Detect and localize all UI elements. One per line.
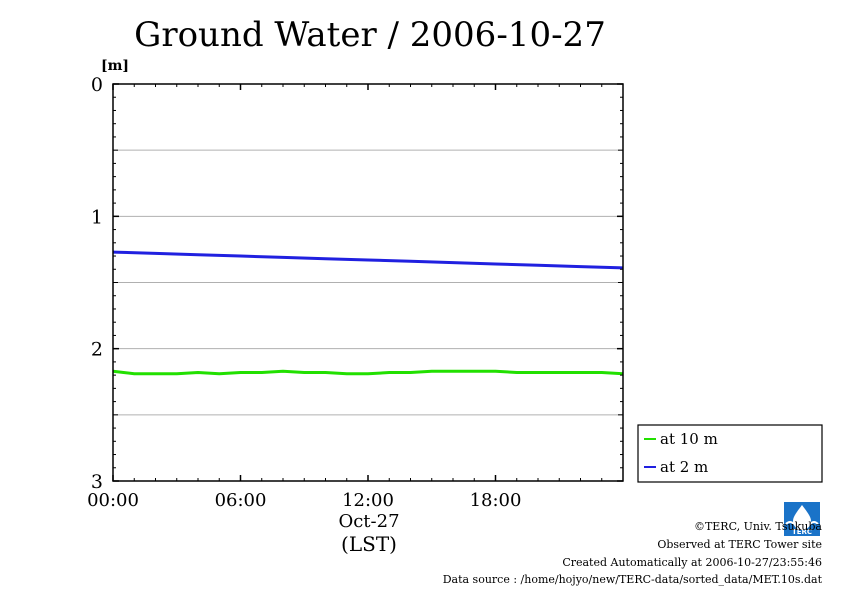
- series-lines: [112, 250, 624, 376]
- footer-observed: Observed at TERC Tower site: [657, 538, 822, 551]
- x-axis-timezone-label: (LST): [341, 532, 397, 556]
- logo-water-drop: [793, 505, 811, 530]
- series-line-at-10m: [112, 369, 624, 376]
- chart-title: Ground Water / 2006-10-27: [134, 15, 606, 55]
- y-tick-label: 1: [91, 206, 103, 228]
- footer-created: Created Automatically at 2006-10-27/23:5…: [562, 556, 822, 569]
- logo-waves: [785, 521, 819, 525]
- axis-ticks: 0 1 2 300:00 06:00 12:00 18:00: [87, 74, 623, 511]
- x-tick-label: 12:00: [342, 490, 394, 511]
- logo-text: TERC: [792, 528, 812, 536]
- y-tick-label: 0: [91, 74, 103, 96]
- x-tick-label: 06:00: [215, 490, 267, 511]
- legend-label-at-10m: at 10 m: [660, 430, 718, 448]
- legend-box: [637, 424, 823, 483]
- terc-logo-icon: TERC: [784, 502, 820, 536]
- series-line-at-2m: [112, 250, 624, 270]
- y-tick-label: 3: [91, 471, 103, 493]
- x-axis-date-label: Oct-27: [338, 511, 399, 532]
- legend-label-at-2m: at 2 m: [660, 458, 708, 476]
- footer-data-source: Data source : /home/hojyo/new/TERC-data/…: [442, 573, 822, 586]
- grid-lines: [113, 149, 623, 416]
- y-tick-label: 2: [91, 339, 103, 361]
- legend: at 10 m at 2 m: [637, 424, 823, 483]
- x-tick-label: 18:00: [470, 490, 522, 511]
- x-tick-label: 00:00: [87, 490, 139, 511]
- footer-copyright: ©TERC, Univ. Tsukuba: [693, 520, 822, 533]
- y-axis-unit-label: [m]: [101, 58, 129, 74]
